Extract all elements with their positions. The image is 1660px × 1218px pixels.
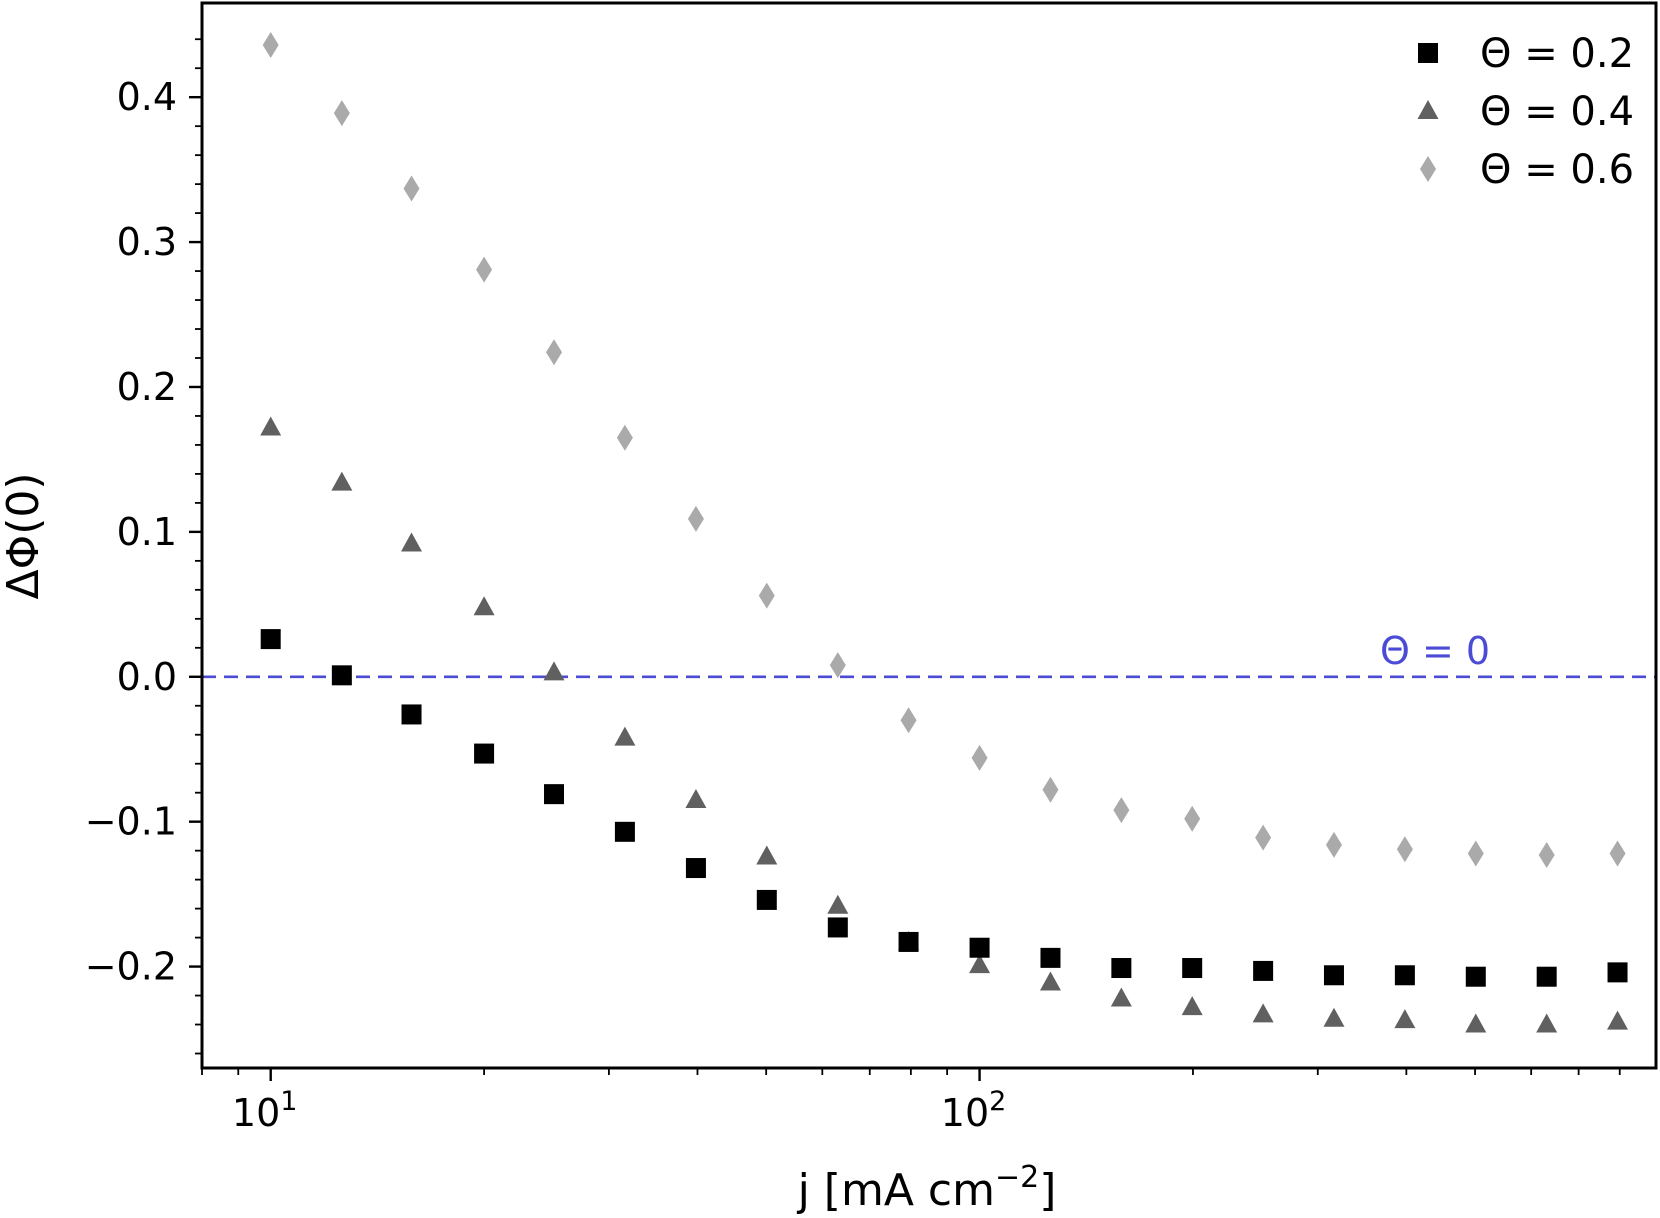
data-point	[758, 582, 775, 609]
reference-line-group: Θ = 0	[202, 629, 1656, 679]
data-point	[969, 954, 991, 974]
data-point	[616, 424, 633, 451]
data-point	[473, 596, 495, 616]
data-point	[614, 726, 636, 746]
data-point	[1039, 971, 1061, 991]
data-point	[1182, 958, 1203, 979]
legend: Θ = 0.2 Θ = 0.4 Θ = 0.6	[1417, 31, 1634, 193]
data-point	[1536, 966, 1557, 987]
data-point	[687, 505, 704, 532]
y-tick-label: 0.1	[117, 510, 177, 554]
data-point	[543, 661, 565, 681]
data-point	[1323, 1007, 1345, 1027]
data-point	[401, 532, 423, 552]
data-point	[1465, 1013, 1487, 1033]
data-point	[1181, 996, 1203, 1016]
data-point	[1255, 824, 1272, 851]
data-point	[898, 931, 919, 952]
plot-frame	[200, 1, 1658, 1070]
data-point	[331, 471, 353, 491]
legend-label: Θ = 0.2	[1480, 31, 1634, 77]
data-point	[614, 821, 635, 842]
data-point	[1040, 947, 1061, 968]
data-point	[1467, 840, 1484, 867]
data-point	[476, 256, 493, 283]
data-point	[827, 894, 849, 914]
data-point	[260, 629, 281, 650]
data-point	[1396, 836, 1413, 863]
x-axis-title: j [mA cm−2]	[797, 1160, 1057, 1216]
legend-marker-diamond	[1420, 156, 1436, 182]
data-point	[1538, 842, 1555, 868]
data-point	[1325, 831, 1342, 858]
y-tick-label: 0.2	[117, 365, 177, 409]
legend-item: Θ = 0.4	[1417, 89, 1634, 135]
data-point	[1536, 1013, 1558, 1033]
y-tick-label: −0.1	[85, 800, 177, 844]
data-point	[262, 32, 279, 59]
legend-item: Θ = 0.6	[1420, 147, 1634, 193]
legend-marker-square	[1418, 43, 1438, 63]
data-point	[1394, 965, 1415, 986]
data-point	[900, 707, 917, 734]
x-tick-label: 102	[941, 1086, 1007, 1135]
reference-line-label: Θ = 0	[1380, 629, 1490, 673]
data-point	[969, 937, 990, 958]
y-tick-label: 0.3	[117, 220, 177, 264]
legend-marker-triangle	[1417, 100, 1439, 119]
y-tick-label: 0.4	[117, 75, 177, 119]
y-tick-label: −0.2	[85, 945, 177, 989]
data-point	[1184, 805, 1201, 832]
data-point	[756, 845, 778, 865]
legend-label: Θ = 0.6	[1480, 147, 1634, 193]
data-point	[403, 175, 420, 202]
data-point	[1394, 1009, 1416, 1029]
data-point	[333, 100, 350, 127]
series-triangle	[260, 416, 1629, 1033]
series-square	[260, 629, 1628, 987]
legend-item: Θ = 0.2	[1418, 31, 1634, 77]
data-point	[1609, 840, 1626, 867]
data-marks	[260, 32, 1629, 1033]
y-axis-title: ΔΦ(0)	[0, 472, 49, 599]
legend-label: Θ = 0.4	[1480, 89, 1634, 135]
data-point	[829, 652, 846, 679]
data-point	[1111, 958, 1132, 979]
data-point	[331, 665, 352, 686]
data-point	[971, 744, 988, 771]
data-point	[546, 339, 563, 366]
x-tick-label: 101	[232, 1086, 298, 1135]
data-point	[1607, 962, 1628, 983]
data-point	[1465, 966, 1486, 987]
data-point	[1042, 776, 1059, 803]
series-diamond	[262, 32, 1626, 868]
data-point	[1607, 1010, 1629, 1030]
axes: −0.2 −0.1 0.0 0.1 0.2 0.3 0.4 101 102	[85, 1, 1658, 1135]
data-point	[1253, 960, 1274, 981]
data-point	[1252, 1003, 1274, 1023]
data-point	[827, 917, 848, 938]
data-point	[1323, 965, 1344, 986]
data-point	[685, 788, 707, 808]
data-point	[544, 784, 565, 805]
data-point	[474, 743, 495, 764]
data-point	[401, 704, 422, 725]
data-point	[756, 889, 777, 910]
data-point	[1110, 987, 1132, 1007]
data-point	[1113, 797, 1130, 824]
data-point	[260, 416, 282, 436]
data-point	[685, 858, 706, 879]
y-tick-label: 0.0	[117, 655, 177, 699]
